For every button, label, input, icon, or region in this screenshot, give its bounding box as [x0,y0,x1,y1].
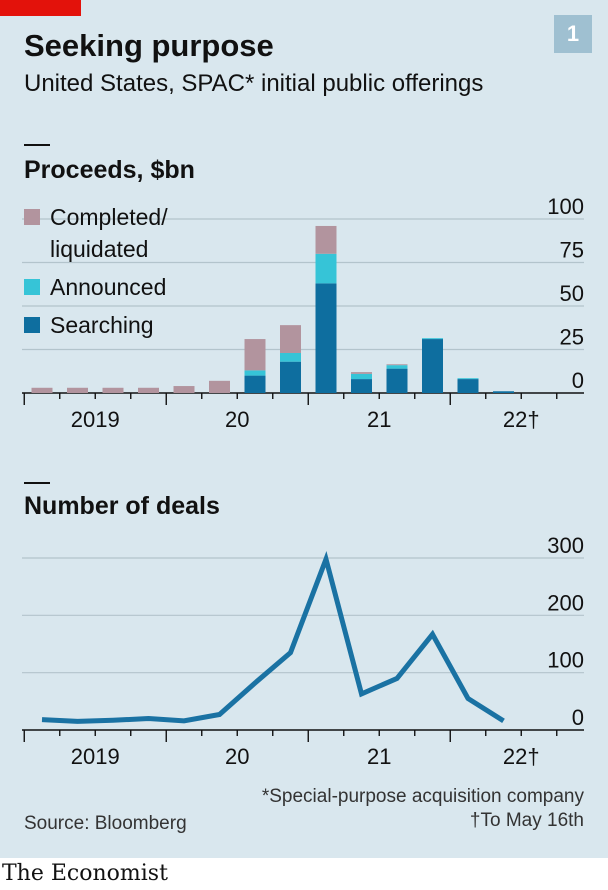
bar-announced [351,373,372,380]
section-rule-proceeds [24,144,50,146]
footnote-spac: *Special-purpose acquisition company [261,786,584,807]
bar-announced [280,352,301,362]
deals-title: Number of deals [24,492,220,520]
bar-searching [315,283,337,393]
y-tick-label: 100 [547,648,584,673]
chart-title: Seeking purpose [24,28,274,63]
bar-announced [457,378,479,380]
x-tick-label: 2019 [71,744,120,769]
x-tick-label: 20 [225,744,249,769]
bar-announced [244,370,266,376]
legend-label: Completed/ [50,204,168,230]
bar-completed [31,387,53,393]
y-tick-label: 75 [560,238,584,263]
footnote-date: †To May 16th [469,810,584,831]
bar-searching [280,361,301,393]
legend-label: Announced [50,274,166,300]
bar-searching [244,375,266,393]
series-line-deals [41,550,505,724]
bar-completed [102,387,124,393]
bar-completed [244,339,266,371]
x-tick-label: 22† [503,407,540,432]
proceeds-bar-chart: 0 25 50 75 100 2019 20 21 22† Completed/liquidate… [22,194,584,432]
bar-searching [457,379,479,393]
bar-completed [67,387,88,393]
x-tick-label: 21 [367,744,391,769]
bar-searching [493,391,514,393]
legend-swatch [24,209,40,225]
bar-completed [386,364,408,366]
economist-red-tag [0,0,81,16]
bar-announced [315,253,337,284]
economist-brand: The Economist [2,861,168,886]
y-tick-label: 0 [572,368,584,393]
x-tick-label: 21 [367,407,391,432]
legend-label: Searching [50,312,154,338]
x-tick-label: 2019 [71,407,120,432]
section-rule-deals [24,482,50,484]
y-tick-label: 0 [572,705,584,730]
deals-line-chart: 0 100 200 300 2019 20 21 22† [22,533,584,769]
bar-completed [351,372,372,374]
bar-completed [315,225,337,254]
legend-swatch [24,317,40,333]
y-tick-label: 300 [547,533,584,558]
proceeds-title: Proceeds, $bn [24,156,195,184]
bar-announced [422,338,443,340]
x-tick-label: 20 [225,407,249,432]
y-tick-label: 200 [547,590,584,615]
chart-subtitle: United States, SPAC* initial public offe… [24,70,484,97]
legend-label: liquidated [50,236,148,262]
bar-completed [138,387,159,393]
y-tick-label: 100 [547,194,584,219]
bar-searching [422,339,443,393]
y-tick-label: 25 [560,325,584,350]
chart-panel [0,0,608,858]
footnote: *Special-purpose acquisition company †To… [262,785,584,833]
legend-swatch [24,279,40,295]
source-note: Source: Bloomberg [24,813,187,834]
chart-number-badge: 1 [554,15,592,53]
bar-completed [209,380,230,393]
x-tick-label: 22† [503,744,540,769]
y-tick-label: 50 [560,281,584,306]
bar-completed [173,386,195,393]
bar-announced [386,365,408,369]
bar-completed [280,325,301,353]
bar-searching [351,379,372,393]
bar-searching [386,368,408,393]
